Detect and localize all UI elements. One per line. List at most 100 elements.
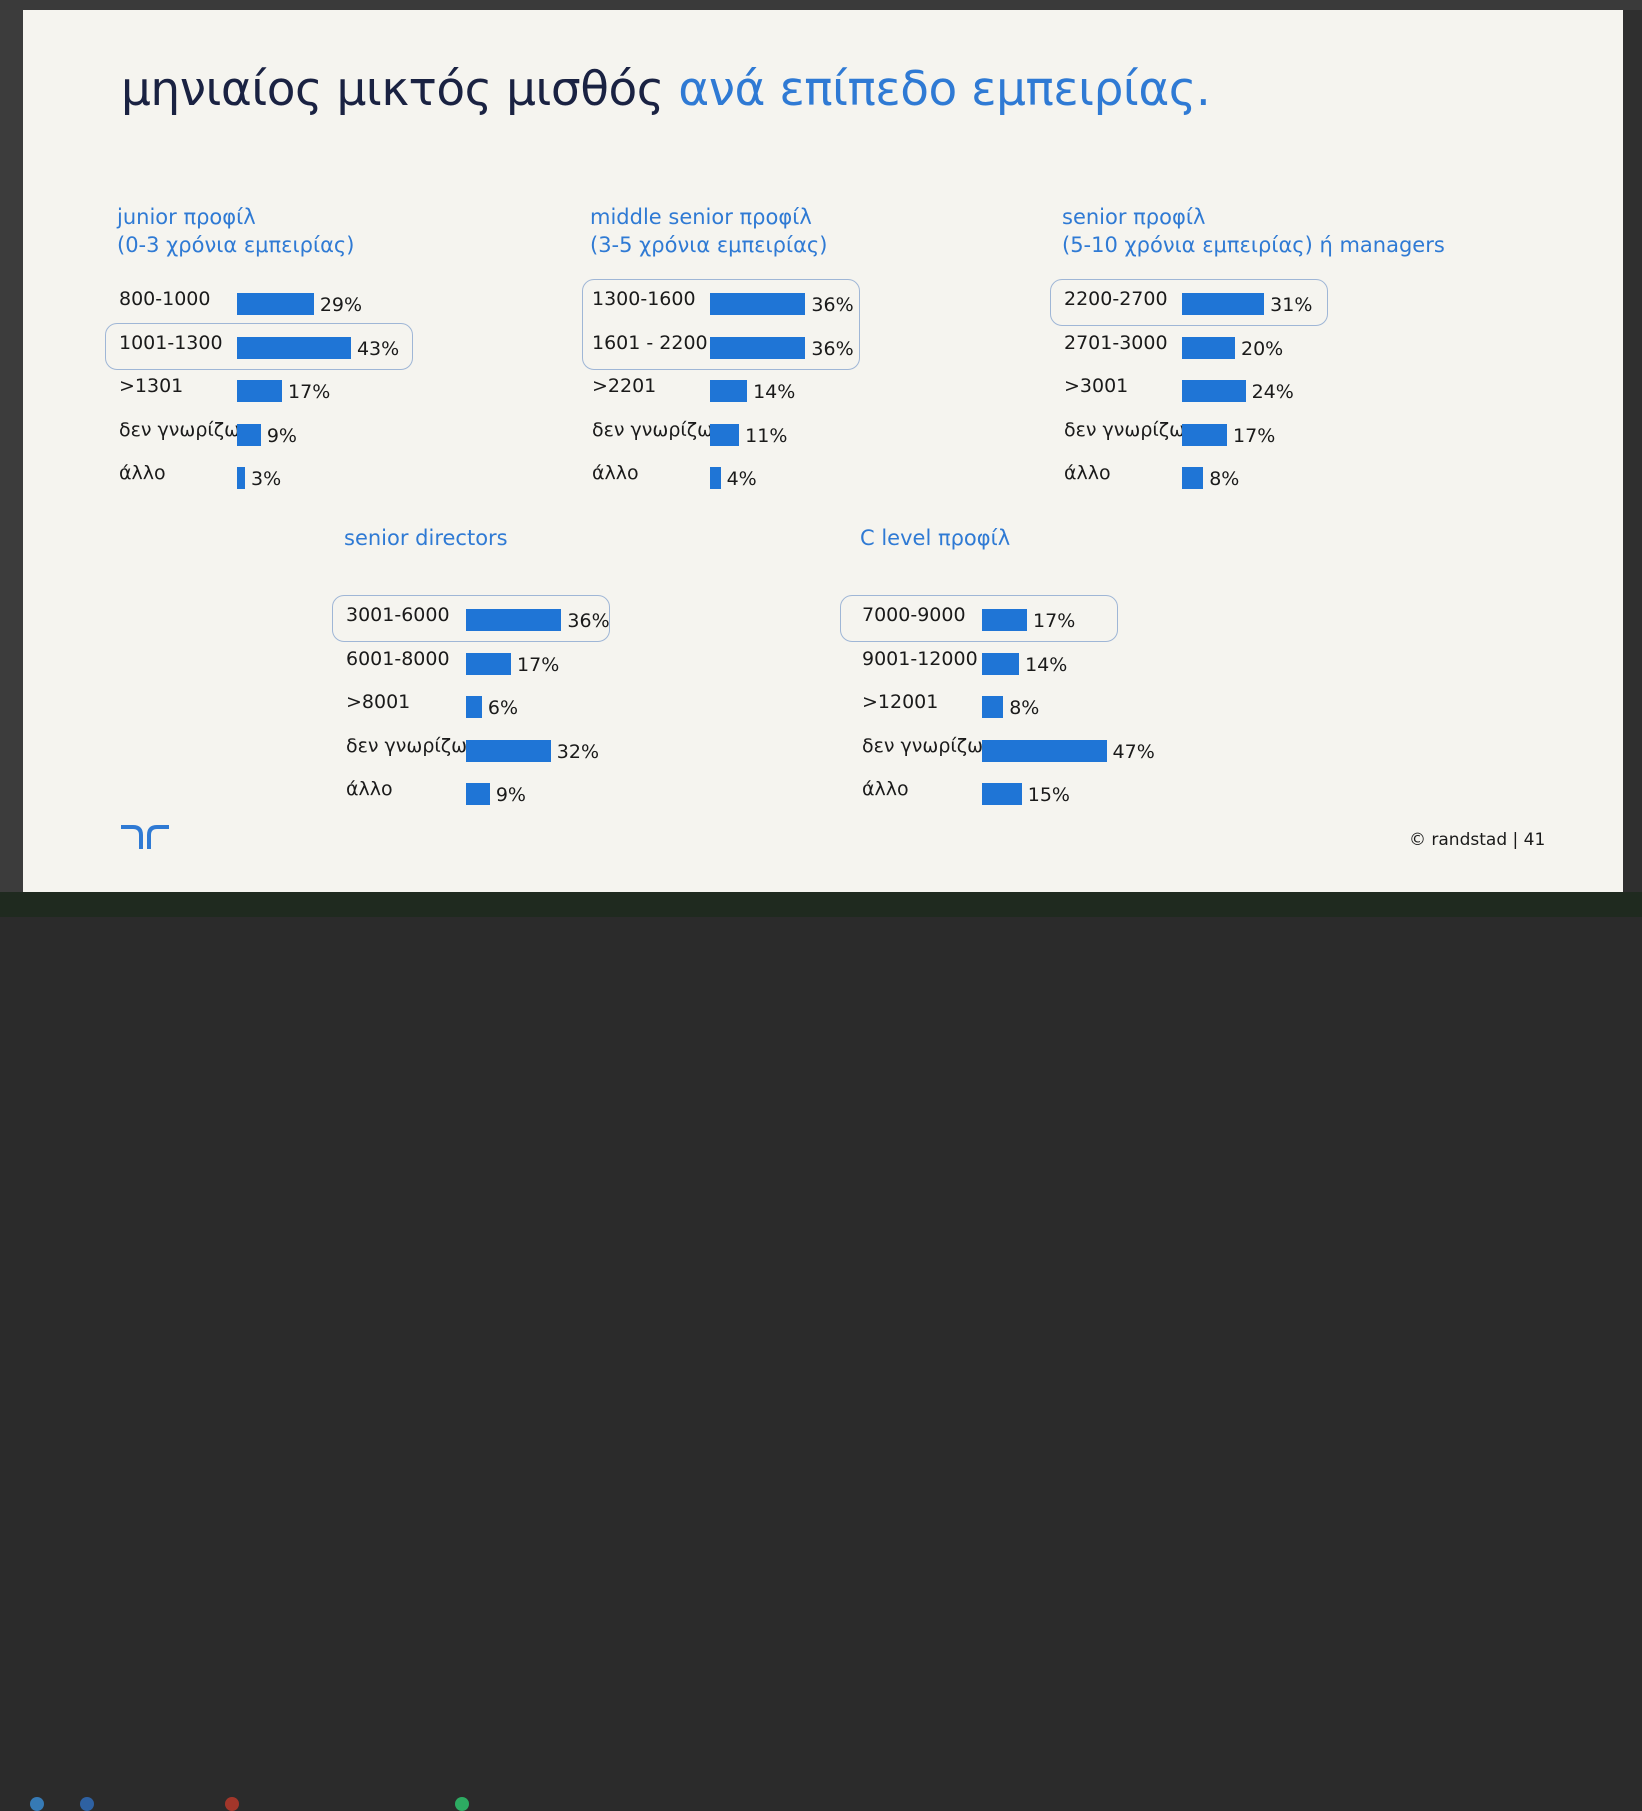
bar	[466, 783, 490, 805]
category-label: 1300-1600	[592, 288, 696, 310]
taskbar-icon[interactable]	[455, 1797, 469, 1811]
bar	[237, 380, 283, 402]
data-label: 17%	[517, 653, 560, 676]
bar-row: άλλο 3%	[117, 462, 497, 492]
highlight-box	[582, 279, 860, 370]
bar-row: 2701-3000 20%	[1062, 332, 1442, 362]
data-label: 9%	[495, 784, 526, 806]
bar-row: άλλο 15%	[860, 778, 1240, 808]
chart-title-line2: (0-3 χρόνια εμπειρίας)	[117, 233, 355, 257]
chart-title-line1: senior προφίλ	[1062, 205, 1206, 229]
category-label: >12001	[862, 691, 939, 713]
category-label: 6001-8000	[346, 647, 450, 670]
highlight-box	[1050, 279, 1328, 326]
bar-row: δεν γνωρίζω 11%	[590, 419, 970, 449]
data-label: 32%	[556, 740, 600, 763]
category-label: άλλο	[592, 462, 639, 484]
taskbar-icon[interactable]	[80, 1797, 94, 1811]
data-label: 11%	[745, 424, 788, 447]
bar-row: δεν γνωρίζω 9%	[117, 419, 497, 449]
chart-junior: junior προφίλ (0-3 χρόνια εμπειρίας) 800…	[105, 203, 413, 490]
bar-row: >1301 17%	[117, 375, 497, 405]
window-top-bar	[0, 0, 1642, 10]
chart-title-line2: (5-10 χρόνια εμπειρίας) ή managers	[1062, 233, 1445, 257]
category-label: άλλο	[346, 778, 393, 800]
bar-row: 9001-12000 14%	[860, 648, 1240, 678]
category-label: >2201	[592, 375, 657, 397]
data-label: 14%	[1025, 653, 1068, 676]
bar	[710, 293, 806, 315]
bar	[237, 467, 245, 489]
category-label: δεν γνωρίζω	[119, 418, 241, 441]
category-label: >1301	[119, 375, 184, 397]
category-label: άλλο	[1064, 462, 1111, 484]
bar	[466, 609, 562, 631]
taskbar-icon[interactable]	[30, 1797, 44, 1811]
category-label: 3001-6000	[346, 604, 450, 626]
data-label: 47%	[1112, 740, 1155, 763]
bar-row: 3001-6000 36%	[344, 604, 724, 634]
bar-row: 800-1000 29%	[117, 288, 497, 318]
bar	[1182, 336, 1235, 359]
bar-row: δεν γνωρίζω 47%	[860, 735, 1240, 765]
bar-row: άλλο 9%	[344, 778, 724, 808]
bar	[982, 739, 1107, 762]
data-label: 36%	[811, 294, 854, 316]
category-label: άλλο	[862, 778, 909, 800]
bar-row: 6001-8000 17%	[344, 648, 724, 678]
bar	[710, 423, 740, 446]
bar-row: 1001-1300 43%	[117, 332, 497, 362]
category-label: δεν γνωρίζω	[1064, 418, 1186, 441]
data-label: 29%	[319, 294, 363, 316]
highlight-box	[332, 595, 610, 642]
copyright: © randstad	[1409, 830, 1508, 850]
bar	[237, 293, 314, 315]
bar	[466, 696, 482, 718]
bar-row: 7000-9000 17%	[860, 604, 1240, 634]
taskbar-icon[interactable]	[225, 1797, 239, 1811]
bar-row: άλλο 4%	[590, 462, 970, 492]
footer: © randstad | 41	[1409, 830, 1545, 850]
data-label: 3%	[251, 468, 282, 490]
data-label: 20%	[1241, 337, 1284, 360]
chart-title-line1: C level προφίλ	[860, 526, 1011, 550]
category-label: >8001	[346, 691, 411, 713]
category-label: 2701-3000	[1064, 331, 1168, 354]
bar	[710, 336, 806, 359]
chart-senior: senior προφίλ (5-10 χρόνια εμπειρίας) ή …	[1050, 203, 1445, 490]
bar	[982, 696, 1004, 718]
bar-row: δεν γνωρίζω 32%	[344, 735, 724, 765]
bar-row: 1601 - 2200 36%	[590, 332, 970, 362]
bar	[1182, 423, 1228, 446]
data-label: 43%	[356, 337, 400, 360]
title-accent: ανά επίπεδο εμπειρίας.	[678, 62, 1211, 117]
category-label: 9001-12000	[862, 647, 978, 670]
data-label: 17%	[1233, 424, 1276, 447]
bar	[710, 380, 748, 402]
data-label: 14%	[753, 381, 796, 403]
chart-middle-senior: middle senior προφίλ (3-5 χρόνια εμπειρί…	[582, 203, 860, 490]
bar-row: 2200-2700 31%	[1062, 288, 1442, 318]
bar-row: >12001 8%	[860, 691, 1240, 721]
data-label: 36%	[811, 337, 854, 360]
category-label: άλλο	[119, 462, 166, 484]
page-number: 41	[1523, 830, 1546, 850]
category-label: >3001	[1064, 375, 1129, 397]
bar	[1182, 467, 1204, 489]
highlight-box	[840, 595, 1118, 642]
chart-c-level: C level προφίλ 7000-9000 17% 9001-12000 14%…	[840, 524, 1155, 806]
data-label: 6%	[487, 697, 519, 719]
chart-title-line1: senior directors	[344, 526, 508, 550]
bar	[982, 783, 1022, 805]
taskbar	[0, 892, 1642, 1811]
highlight-box	[105, 322, 413, 370]
bar-row: άλλο 8%	[1062, 462, 1442, 492]
category-label: 800-1000	[119, 288, 211, 310]
bar	[1182, 380, 1246, 402]
data-label: 4%	[726, 468, 757, 490]
data-label: 8%	[1209, 468, 1240, 490]
bar	[982, 609, 1028, 631]
data-label: 17%	[288, 381, 331, 403]
left-margin	[0, 10, 23, 892]
category-label: 2200-2700	[1064, 288, 1168, 310]
